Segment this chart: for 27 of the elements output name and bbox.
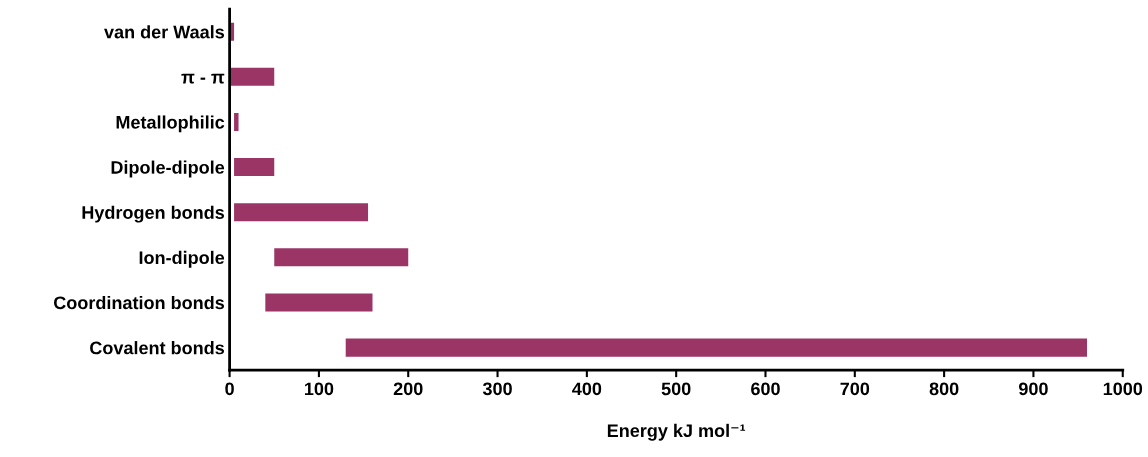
x-tick-label: 300 bbox=[482, 382, 512, 396]
bar bbox=[345, 338, 1088, 357]
y-tick-label: Metallophilic bbox=[116, 115, 225, 133]
y-tick-label: π - π bbox=[181, 73, 225, 84]
x-axis-title: Energy kJ mol⁻¹ bbox=[607, 423, 746, 441]
x-tick-label: 700 bbox=[840, 382, 870, 396]
x-tick-label: 600 bbox=[751, 382, 780, 396]
x-tick-label: 200 bbox=[393, 382, 423, 396]
bar bbox=[274, 248, 409, 267]
y-tick-label: Covalent bonds bbox=[90, 341, 225, 355]
x-tick-label: 0 bbox=[225, 382, 234, 396]
bar bbox=[234, 203, 369, 222]
bar bbox=[234, 158, 275, 177]
bar bbox=[234, 112, 239, 131]
x-tick-label: 800 bbox=[929, 382, 959, 396]
y-tick-label: Coordination bonds bbox=[53, 295, 225, 310]
x-tick-label: 100 bbox=[304, 382, 334, 396]
y-tick-label: Hydrogen bonds bbox=[82, 205, 225, 223]
bar bbox=[265, 293, 373, 312]
x-tick-label: 900 bbox=[1018, 382, 1048, 396]
y-tick-label: van der Waals bbox=[104, 25, 225, 39]
x-tick-label: 400 bbox=[572, 382, 602, 396]
y-tick-label: Dipole-dipole bbox=[111, 160, 225, 178]
y-tick-label: Ion-dipole bbox=[139, 250, 225, 268]
bar bbox=[229, 67, 275, 86]
x-tick-label: 1000 bbox=[1103, 382, 1143, 396]
x-tick-label: 500 bbox=[661, 382, 691, 396]
